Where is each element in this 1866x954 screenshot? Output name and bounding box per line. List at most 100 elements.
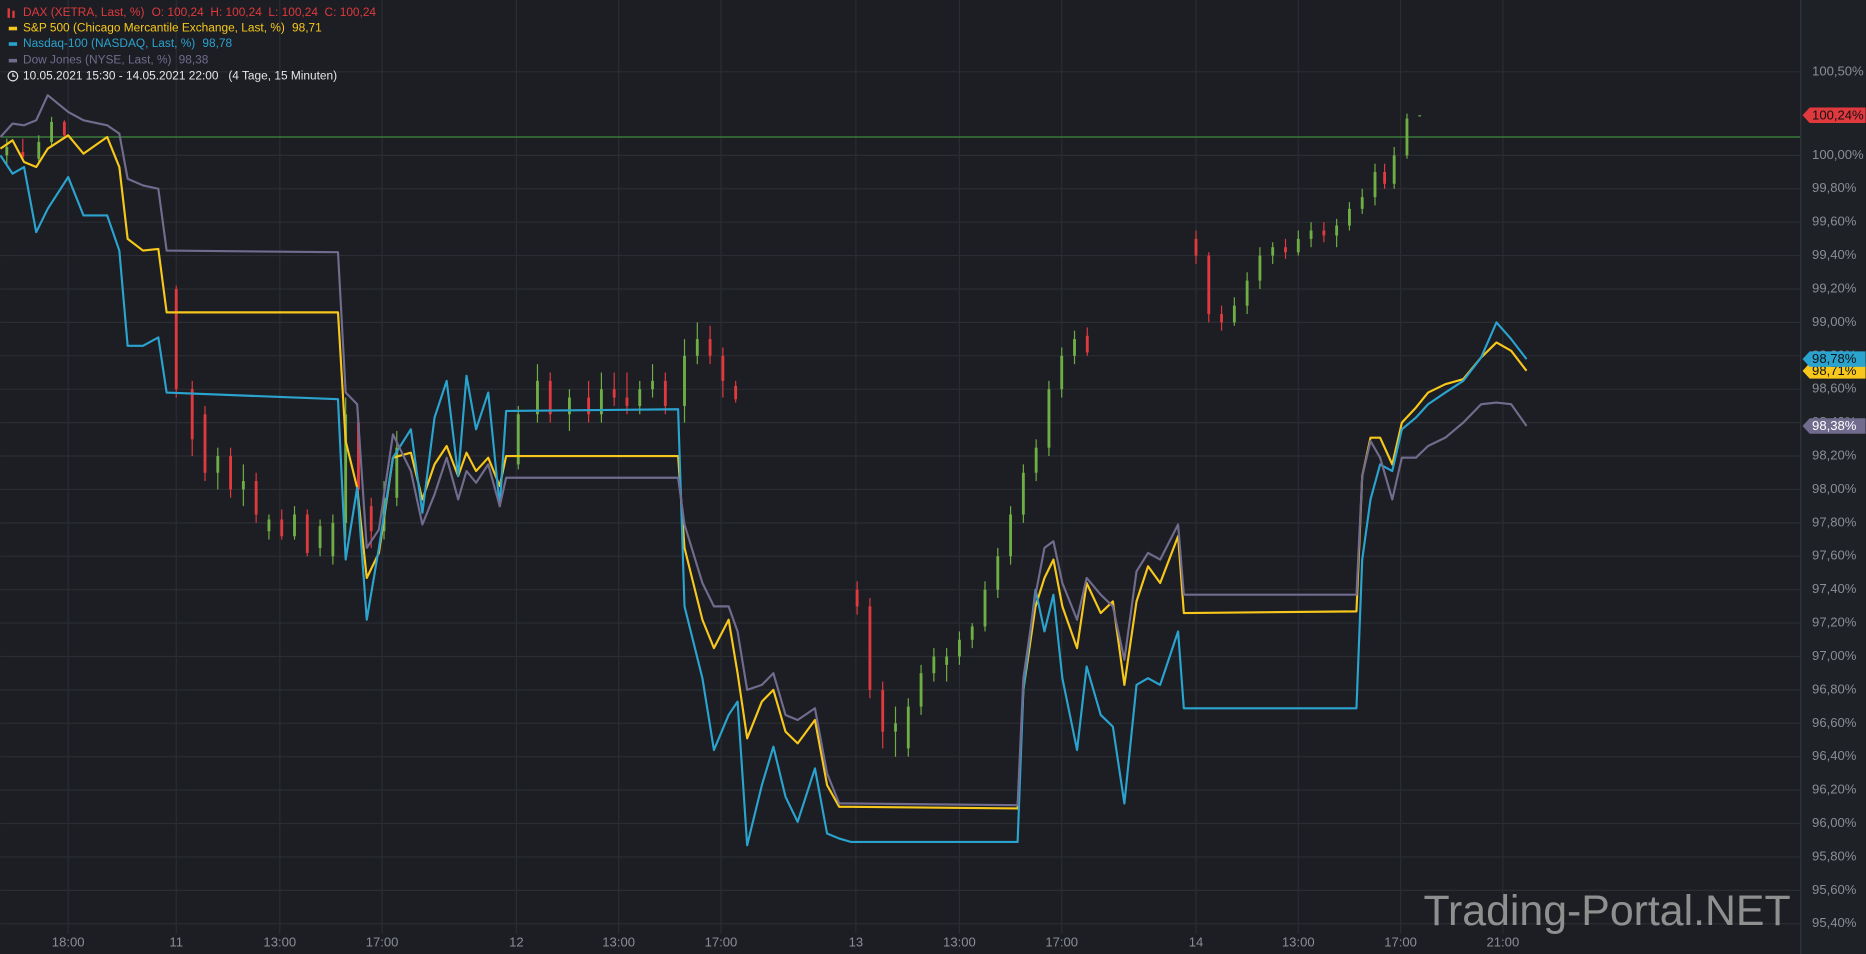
y-tick-label: 95,40% — [1812, 915, 1857, 930]
candle-body — [344, 414, 348, 523]
candle-body — [612, 389, 616, 398]
candle-body — [536, 380, 539, 415]
candle-body — [1073, 339, 1076, 356]
legend-value: 98,78 — [202, 36, 232, 50]
candle-body — [1284, 247, 1287, 253]
legend-value: 98,71 — [292, 21, 322, 35]
candle-body — [1322, 230, 1326, 236]
candle-body — [651, 380, 654, 390]
candle-body — [241, 481, 245, 490]
clock-icon — [7, 70, 19, 82]
y-tick-label: 97,40% — [1812, 581, 1857, 596]
candle-body — [970, 626, 974, 640]
candle-body — [174, 288, 178, 390]
legend-entry: Dow Jones (NYSE, Last, %) 98,38 — [23, 53, 209, 67]
y-tick-label: 98,20% — [1812, 447, 1857, 462]
candle-body — [1232, 305, 1236, 323]
candle-body — [695, 339, 699, 356]
legend-icon — [12, 10, 15, 18]
candle-body — [721, 355, 725, 381]
price-tag — [1802, 107, 1866, 123]
y-tick-label: 96,40% — [1812, 748, 1857, 763]
y-tick-label: 100,00% — [1812, 147, 1864, 162]
legend-value: 98,38 — [179, 53, 209, 67]
x-tick-label: 13:00 — [263, 935, 296, 950]
y-tick-label: 95,80% — [1812, 848, 1857, 863]
series-line — [0, 94, 1528, 807]
candle-body — [280, 519, 284, 537]
candle-body — [1418, 115, 1422, 117]
x-tick-label: 17:00 — [705, 935, 738, 950]
x-tick-label: 13 — [849, 935, 864, 950]
candle-body — [357, 422, 360, 490]
candle-body — [516, 414, 520, 465]
y-tick-label: 97,00% — [1812, 648, 1857, 663]
price-tag — [1802, 363, 1866, 379]
candle-body — [548, 380, 552, 415]
watermark: Trading-Portal.NET — [1423, 887, 1790, 935]
candle-body — [1245, 280, 1249, 306]
candle-body — [1047, 389, 1051, 448]
candle-body — [1060, 355, 1064, 390]
candle-body — [708, 339, 712, 356]
legend-name: DAX (XETRA, Last, %) — [23, 5, 144, 19]
x-tick-label: 21:00 — [1487, 935, 1520, 950]
y-tick-label: 99,80% — [1812, 180, 1857, 195]
price-tag-label: 98,78% — [1812, 351, 1857, 366]
candle-body — [1271, 247, 1275, 256]
candle-body — [868, 606, 872, 690]
legend-entry: Nasdaq-100 (NASDAQ, Last, %) 98,78 — [23, 36, 233, 50]
x-tick-label: 17:00 — [366, 935, 399, 950]
candle-body — [1009, 514, 1013, 557]
candle-body — [1392, 155, 1396, 184]
y-tick-label: 98,60% — [1812, 381, 1857, 396]
candle-body — [229, 456, 233, 490]
y-tick-label: 97,60% — [1812, 548, 1857, 563]
price-tag-label: 98,38% — [1812, 418, 1857, 433]
candle-body — [587, 397, 591, 415]
candle-body — [318, 526, 322, 548]
candle-body — [663, 380, 667, 406]
candle-body — [996, 556, 1000, 590]
y-tick-label: 97,80% — [1812, 514, 1857, 529]
y-axis-panel — [1800, 0, 1866, 954]
y-tick-label: 99,60% — [1812, 214, 1857, 229]
candle-body — [1021, 472, 1025, 515]
x-tick-label: 13:00 — [943, 935, 976, 950]
candle-body — [293, 514, 296, 537]
y-tick-label: 96,20% — [1812, 782, 1857, 797]
candle-body — [190, 389, 194, 440]
legend-icon — [7, 8, 10, 18]
x-tick-label: 17:00 — [1384, 935, 1417, 950]
candle-body — [1034, 447, 1038, 473]
x-tick-label: 18:00 — [52, 935, 85, 950]
candle-body — [957, 639, 961, 657]
x-tick-label: 17:00 — [1045, 935, 1078, 950]
legend-name: Dow Jones (NYSE, Last, %) — [23, 53, 172, 67]
candle-body — [395, 447, 399, 498]
candle-body — [932, 656, 936, 674]
candle-body — [1335, 225, 1339, 236]
candle-body — [305, 514, 309, 553]
candle-body — [203, 414, 207, 473]
candle-body — [1207, 255, 1211, 315]
candle-body — [1296, 238, 1300, 253]
y-tick-label: 99,40% — [1812, 247, 1857, 262]
candle-body — [1085, 335, 1089, 353]
legend-entry: S&P 500 (Chicago Mercantile Exchange, La… — [23, 21, 322, 35]
y-tick-label: 95,60% — [1812, 882, 1857, 897]
y-tick-label: 99,00% — [1812, 314, 1857, 329]
legend-icon — [8, 26, 18, 31]
candle-body — [50, 121, 53, 142]
candle-body — [881, 689, 885, 732]
x-tick-label: 11 — [169, 935, 183, 950]
legend-icon — [8, 42, 18, 46]
candle-body — [1347, 208, 1351, 226]
price-tag-label: 100,24% — [1812, 107, 1864, 122]
legend-name: Nasdaq-100 (NASDAQ, Last, %) — [23, 36, 195, 50]
candle-body — [369, 506, 373, 532]
candle-body — [21, 152, 25, 158]
